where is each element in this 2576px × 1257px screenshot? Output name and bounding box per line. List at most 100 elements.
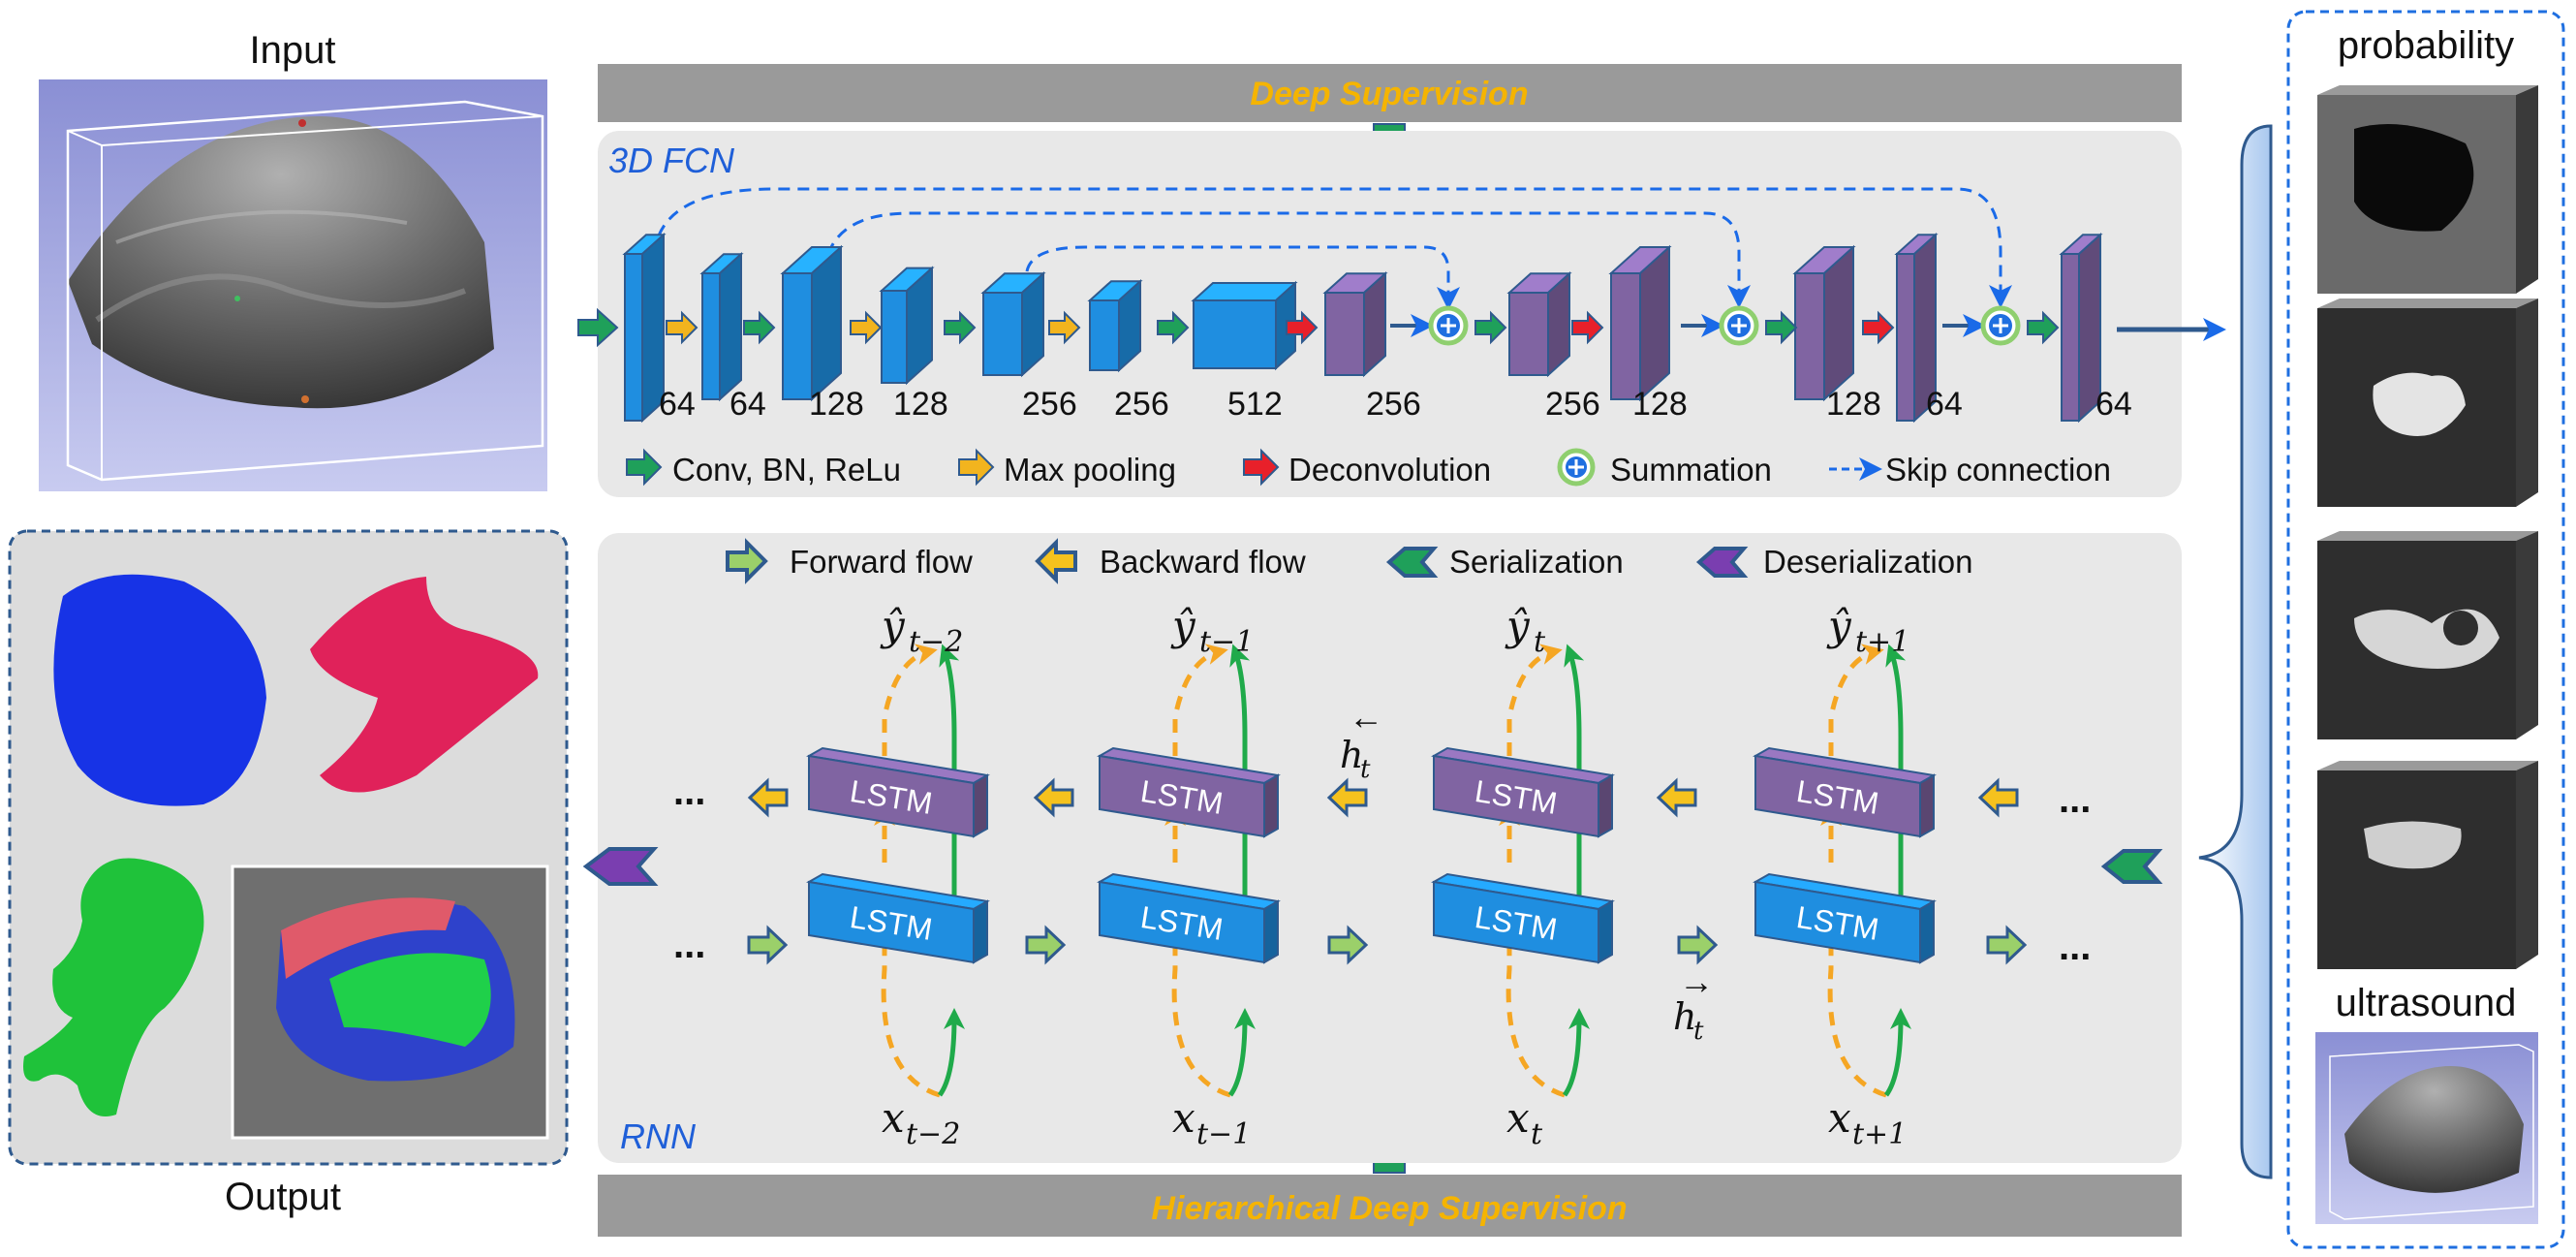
lstm-cell: LSTM <box>1431 746 1615 838</box>
h-fwd-symbol: h <box>1673 995 1696 1038</box>
deserialization-arrow <box>582 847 659 886</box>
forward-flow-arrow <box>747 925 789 965</box>
input-label: Input <box>250 29 336 72</box>
backward-flow-icon <box>1035 538 1077 584</box>
channel-count-label: 256 <box>1545 386 1600 423</box>
output-label-yhat: ŷ t−1 <box>1170 602 1254 659</box>
forward-input-path <box>1562 1008 1590 1097</box>
channel-count-label: 256 <box>1366 386 1421 423</box>
h-back-symbol: h <box>1340 734 1363 776</box>
summation-icon <box>1719 305 1759 346</box>
fcn-feature-block <box>780 244 844 402</box>
forward-output-path <box>1885 644 1907 906</box>
legend-skip: Skip connection <box>1885 452 2111 487</box>
summation-icon <box>1980 305 2021 346</box>
yhat-symbol: ŷ <box>1826 602 1852 649</box>
deep-supervision-label: Deep Supervision <box>1250 76 1528 112</box>
channel-count-label: 512 <box>1227 386 1283 423</box>
forward-flow-arrow <box>1986 925 2028 965</box>
deconv-arrow <box>1571 310 1604 345</box>
legend-backward: Backward flow <box>1100 544 1306 580</box>
h-back-sub: t <box>1360 755 1371 784</box>
yhat-subscript: t−1 <box>1199 625 1254 659</box>
lstm-cell: LSTM <box>1097 872 1281 964</box>
deconv-arrow-icon <box>1243 448 1280 487</box>
conv-arrow-icon <box>626 448 663 487</box>
yhat-symbol: ŷ <box>1505 602 1531 649</box>
x-symbol: x <box>882 1094 905 1142</box>
probability-label: probability <box>2338 24 2514 67</box>
hierarchical-supervision-label: Hierarchical Deep Supervision <box>1151 1190 1627 1227</box>
input-label-x: x t+1 <box>1828 1094 1907 1151</box>
legend-deconv: Deconvolution <box>1288 452 1491 487</box>
x-symbol: x <box>1506 1094 1530 1142</box>
legend-deserialization: Deserialization <box>1763 544 1972 580</box>
conv-arrow <box>1157 310 1190 345</box>
rnn-legend: Forward flow Backward flow Serialization… <box>726 538 1972 584</box>
x-subscript: t+1 <box>1852 1117 1907 1151</box>
input-label-x: x t−1 <box>1172 1094 1251 1151</box>
deconv-arrow <box>1286 310 1319 345</box>
input-label-x: x t−2 <box>882 1094 960 1151</box>
fcn-feature-block <box>1191 280 1298 371</box>
svg-text:→: → <box>1679 961 1714 1001</box>
fcn-feature-block <box>1608 244 1672 402</box>
legend-serialization: Serialization <box>1449 544 1624 580</box>
channel-count-label: 128 <box>1632 386 1688 423</box>
probability-map-image <box>2317 761 2538 969</box>
pool-arrow <box>1048 310 1081 345</box>
conv-arrow <box>1765 310 1798 345</box>
legend-pool: Max pooling <box>1004 452 1176 487</box>
ultrasound-label: ultrasound <box>2336 982 2517 1024</box>
deconv-arrow <box>1862 310 1895 345</box>
forward-output-path <box>1229 644 1251 906</box>
lstm-cell: LSTM <box>1753 872 1937 964</box>
serialization-arrow <box>2100 849 2163 884</box>
channel-count-label: 128 <box>1826 386 1881 423</box>
pool-arrow-icon <box>958 448 995 487</box>
x-subscript: t−1 <box>1196 1117 1251 1151</box>
lstm-cell: LSTM <box>806 872 990 964</box>
backward-flow-arrow <box>1977 777 2019 818</box>
svg-text:←: ← <box>1349 697 1383 737</box>
fcn-title: 3D FCN <box>608 141 735 180</box>
channel-count-label: 128 <box>893 386 948 423</box>
pool-arrow <box>850 310 883 345</box>
forward-output-path <box>1564 644 1585 906</box>
fcn-feature-block <box>1894 232 1939 424</box>
summation-icon <box>1428 305 1469 346</box>
probability-map-image <box>2317 85 2538 294</box>
conv-arrow <box>944 310 977 345</box>
fcn-legend: Conv, BN, ReLu Max pooling Deconvolution… <box>626 448 2111 487</box>
probability-bracket <box>2198 124 2273 1179</box>
deep-supervision-bar <box>598 64 2182 122</box>
backward-flow-arrow <box>747 777 789 818</box>
rnn-title: RNN <box>620 1116 697 1156</box>
fcn-feature-block <box>879 266 935 386</box>
serialization-icon <box>1385 547 1439 578</box>
input-arrow <box>577 307 619 348</box>
yhat-symbol: ŷ <box>1170 602 1196 649</box>
legend-sum: Summation <box>1610 452 1772 487</box>
backward-flow-arrow <box>1033 777 1074 818</box>
rnn-panel <box>598 533 2182 1163</box>
channel-count-label: 64 <box>1926 386 1963 423</box>
forward-input-path <box>1227 1008 1256 1097</box>
output-label-yhat: ŷ t <box>1505 602 1546 659</box>
lstm-cell: LSTM <box>1097 746 1281 838</box>
summation-legend-icon <box>1557 448 1596 487</box>
forward-flow-icon <box>726 538 768 584</box>
forward-output-path <box>939 644 960 906</box>
probability-map-image <box>2317 299 2538 507</box>
forward-flow-arrow <box>1327 925 1369 965</box>
fcn-feature-block <box>699 251 744 402</box>
yhat-subscript: t <box>1534 625 1546 659</box>
probability-map-image <box>2317 531 2538 739</box>
fcn-feature-block <box>2059 232 2103 424</box>
fcn-feature-block <box>1087 278 1143 373</box>
output-segmentation-images <box>23 574 549 1140</box>
conv-arrow <box>743 310 776 345</box>
ellipsis-left-bottom: ... <box>673 924 705 966</box>
